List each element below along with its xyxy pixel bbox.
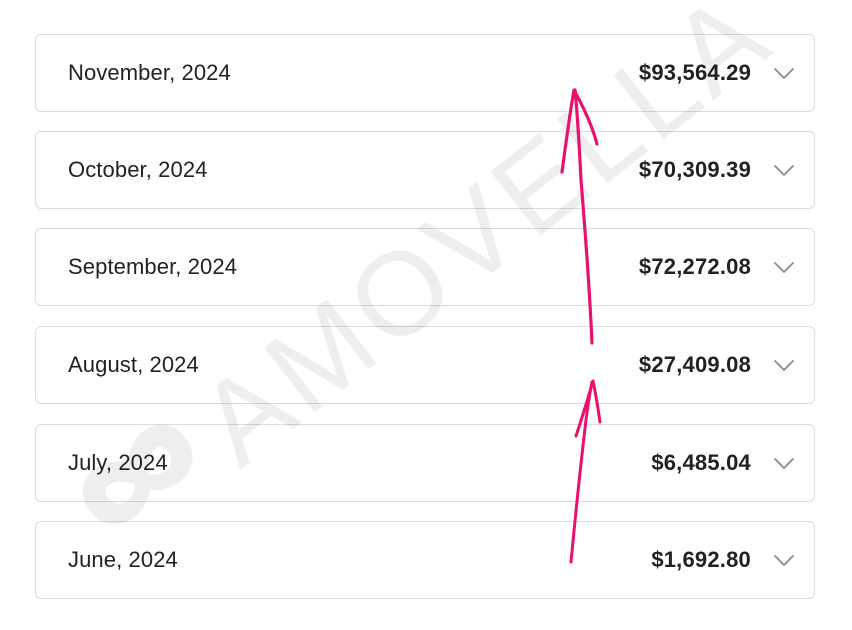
month-amount: $27,409.08 (638, 352, 751, 377)
month-amount: $70,309.39 (638, 157, 751, 182)
month-amount: $72,272.08 (638, 254, 751, 279)
month-label: June, 2024 (68, 547, 178, 572)
chevron-down-icon[interactable] (772, 548, 796, 572)
month-row-august[interactable]: August, 2024 $27,409.08 (35, 326, 815, 404)
month-row-november[interactable]: November, 2024 $93,564.29 (35, 34, 815, 112)
chevron-down-icon[interactable] (772, 451, 796, 475)
chevron-down-icon[interactable] (772, 61, 796, 85)
month-row-july[interactable]: July, 2024 $6,485.04 (35, 424, 815, 502)
month-label: October, 2024 (68, 157, 208, 182)
chevron-down-icon[interactable] (772, 158, 796, 182)
chevron-down-icon[interactable] (772, 255, 796, 279)
month-amount: $6,485.04 (651, 450, 751, 475)
month-label: July, 2024 (68, 450, 168, 475)
month-row-october[interactable]: October, 2024 $70,309.39 (35, 131, 815, 209)
month-label: August, 2024 (68, 352, 199, 377)
month-amount: $93,564.29 (638, 60, 751, 85)
month-amount: $1,692.80 (651, 547, 751, 572)
month-row-june[interactable]: June, 2024 $1,692.80 (35, 521, 815, 599)
month-row-september[interactable]: September, 2024 $72,272.08 (35, 228, 815, 306)
month-label: November, 2024 (68, 60, 231, 85)
month-label: September, 2024 (68, 254, 238, 279)
chevron-down-icon[interactable] (772, 353, 796, 377)
